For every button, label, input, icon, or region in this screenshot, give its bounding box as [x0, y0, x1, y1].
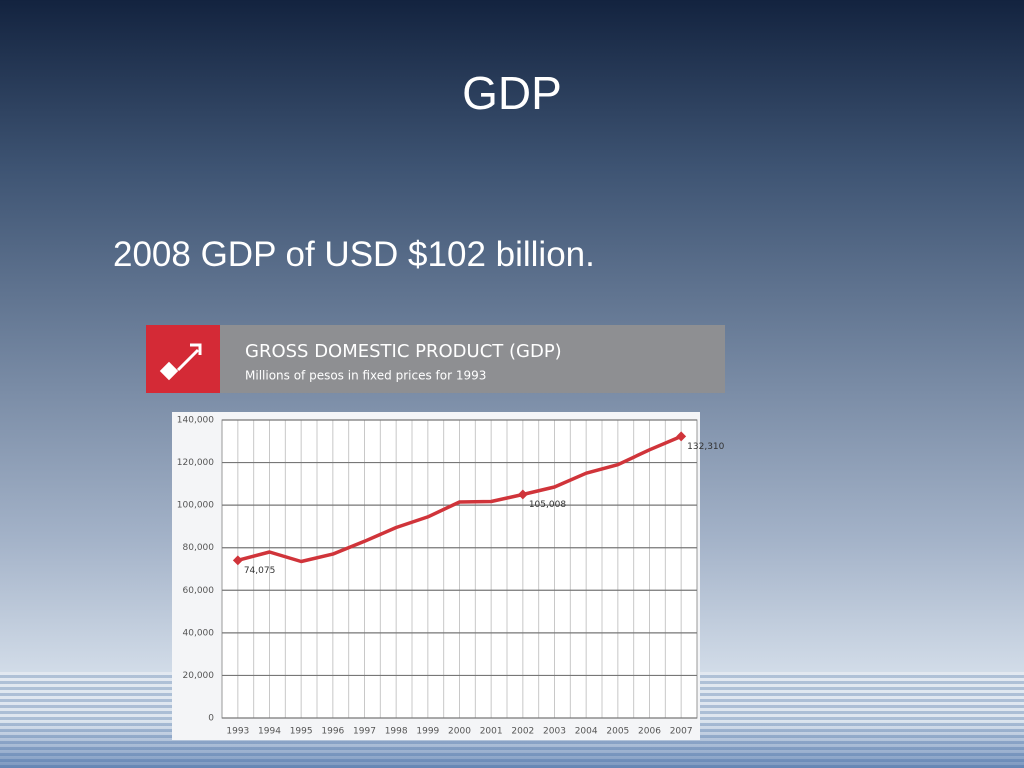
data-line — [237, 434, 682, 564]
x-tick-label: 2000 — [448, 727, 471, 737]
x-tick-label: 2001 — [480, 727, 503, 737]
x-tick-label: 2007 — [670, 727, 693, 737]
x-tick-label: 1997 — [353, 727, 376, 737]
x-tick-label: 2003 — [543, 727, 566, 737]
chart-title: GROSS DOMESTIC PRODUCT (GDP) — [245, 341, 562, 362]
y-tick-label: 40,000 — [183, 628, 215, 638]
banner-icon-box — [146, 325, 220, 393]
data-label: 132,310 — [687, 442, 724, 452]
x-tick-label: 2002 — [511, 727, 534, 737]
x-tick-label: 1994 — [258, 727, 281, 737]
data-marker — [517, 489, 528, 500]
y-tick-label: 20,000 — [183, 671, 215, 681]
data-marker — [232, 555, 243, 566]
x-tick-label: 1996 — [321, 727, 344, 737]
data-marker — [676, 431, 687, 442]
y-tick-label: 100,000 — [177, 501, 214, 511]
chart-banner — [146, 325, 725, 393]
slide-title: GDP — [462, 67, 562, 119]
banner-icon — [159, 343, 202, 381]
x-tick-label: 1999 — [416, 727, 439, 737]
x-tick-label: 2006 — [638, 727, 661, 737]
y-tick-label: 60,000 — [183, 586, 215, 596]
y-tick-label: 0 — [208, 714, 214, 724]
x-tick-label: 1998 — [385, 727, 408, 737]
y-tick-label: 80,000 — [183, 543, 215, 553]
chart-subtitle: Millions of pesos in fixed prices for 19… — [245, 369, 486, 383]
data-label: 74,075 — [244, 566, 275, 576]
y-tick-label: 140,000 — [177, 416, 214, 426]
x-tick-label: 1993 — [226, 727, 249, 737]
data-label: 105,008 — [529, 500, 566, 510]
y-tick-label: 120,000 — [177, 458, 214, 468]
x-tick-label: 2004 — [575, 727, 598, 737]
x-tick-label: 1995 — [290, 727, 313, 737]
bullet-text: 2008 GDP of USD $102 billion. — [113, 235, 595, 274]
x-tick-label: 2005 — [606, 727, 629, 737]
